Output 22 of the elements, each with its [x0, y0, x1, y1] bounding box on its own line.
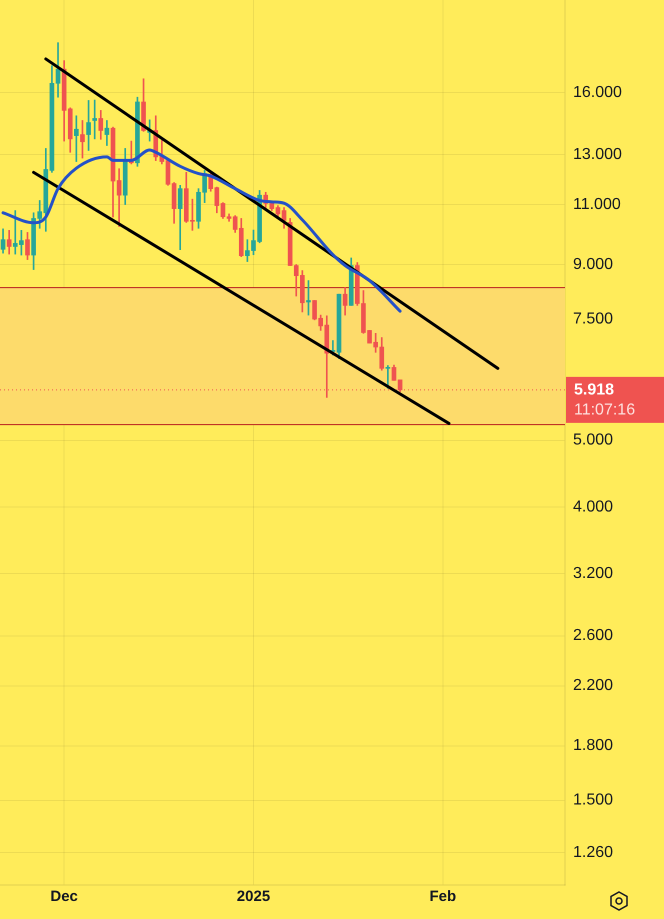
candlestick — [306, 280, 311, 316]
text: 11:07:16 — [574, 401, 636, 418]
y-tick-label: 2.600 — [573, 627, 614, 644]
x-tick-label: Dec — [50, 888, 78, 906]
candlestick — [80, 120, 85, 158]
candlestick — [86, 100, 91, 151]
y-tick-label: 1.260 — [573, 844, 614, 861]
x-tick-label: 2025 — [236, 888, 270, 906]
y-tick-label: 5.000 — [573, 432, 614, 449]
y-tick-label: 1.800 — [573, 737, 614, 754]
y-tick-label: 1.500 — [573, 792, 614, 809]
y-tick-label: 4.000 — [573, 498, 614, 516]
y-tick-label: 2.200 — [573, 677, 614, 694]
y-tick-label: 16.000 — [573, 84, 622, 101]
y-tick-label: 3.200 — [573, 565, 614, 582]
y-tick-label: 13.000 — [573, 146, 622, 163]
y-tick-label: 11.000 — [573, 196, 621, 213]
y-tick-label: 9.000 — [573, 256, 614, 273]
ref-line-label: 5.918 — [574, 381, 614, 398]
y-tick-label: 7.500 — [573, 310, 614, 328]
x-tick-label: Feb — [430, 888, 456, 906]
line-series — [2, 148, 402, 313]
